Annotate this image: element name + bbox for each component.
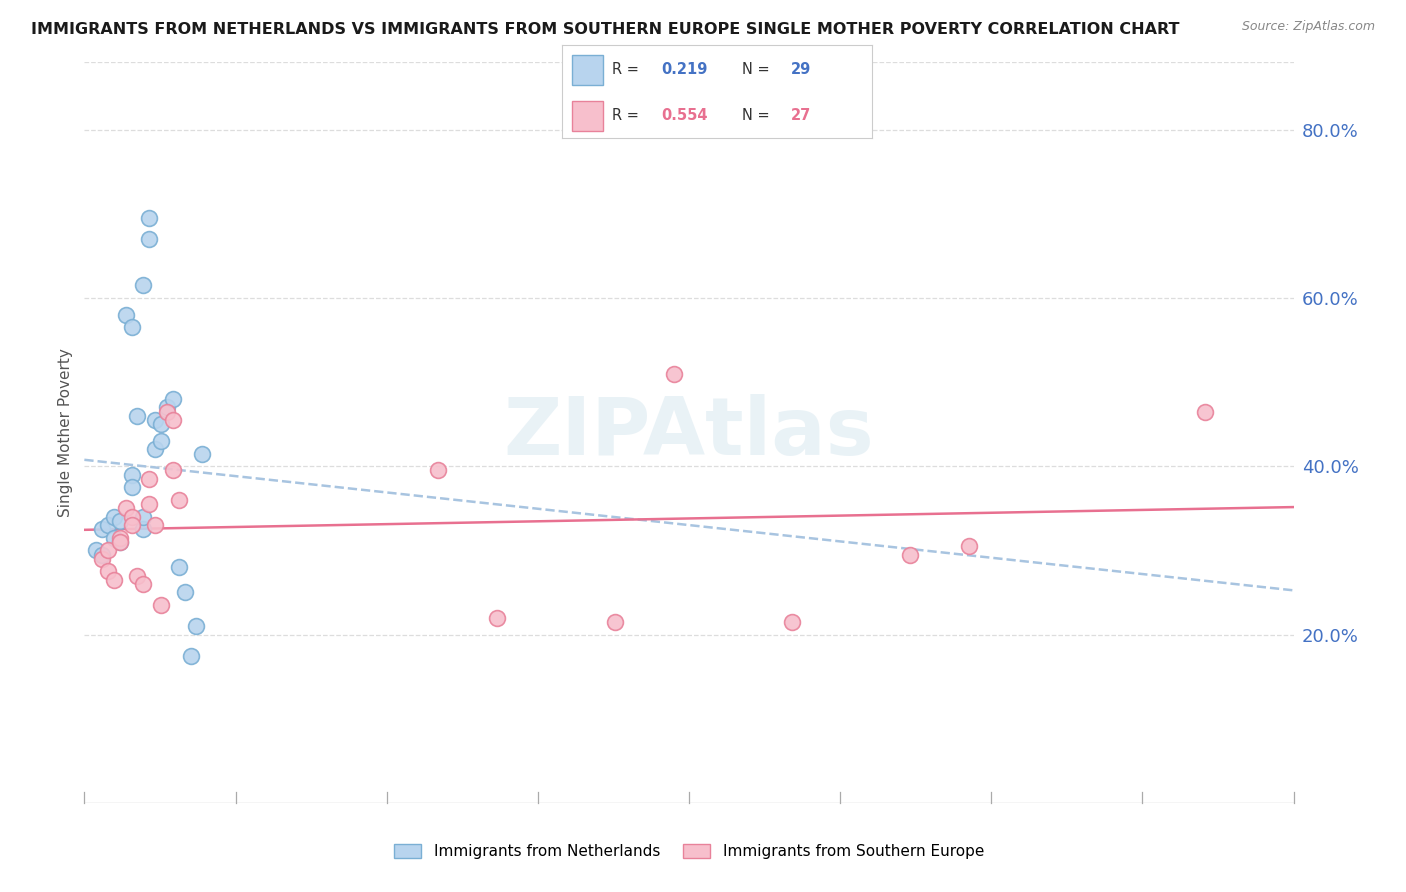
Point (121, 480, 143, 494)
Point (150, 434, 173, 448)
Text: ZIPAtlas: ZIPAtlas (503, 393, 875, 472)
Point (84, 543, 107, 558)
Text: 0.219: 0.219 (661, 62, 707, 78)
Point (780, 615, 803, 629)
Point (143, 413, 166, 427)
Point (180, 648, 202, 663)
Point (605, 615, 627, 629)
Point (97, 565, 120, 579)
Point (156, 401, 179, 415)
Point (138, 497, 160, 511)
Point (91, 551, 114, 566)
Point (132, 577, 155, 591)
FancyBboxPatch shape (572, 55, 603, 85)
Point (108, 535, 131, 549)
Point (1194, 404, 1216, 418)
Legend: Immigrants from Netherlands, Immigrants from Southern Europe: Immigrants from Netherlands, Immigrants … (388, 838, 990, 865)
Point (127, 568, 149, 582)
Text: Source: ZipAtlas.com: Source: ZipAtlas.com (1241, 20, 1375, 33)
Point (957, 539, 980, 553)
Point (167, 560, 190, 574)
Point (167, 492, 190, 507)
Text: R =: R = (612, 108, 638, 123)
Text: N =: N = (742, 108, 769, 123)
Text: 29: 29 (792, 62, 811, 78)
Point (121, 518, 143, 533)
Point (664, 367, 686, 381)
Point (121, 320, 143, 334)
Text: 0.554: 0.554 (661, 108, 707, 123)
Text: N =: N = (742, 62, 769, 78)
Point (127, 409, 149, 423)
Point (121, 467, 143, 482)
Point (143, 518, 166, 533)
Point (103, 531, 125, 545)
Point (108, 535, 131, 549)
Point (114, 308, 136, 322)
Point (186, 619, 208, 633)
Point (162, 413, 184, 427)
Point (150, 598, 173, 612)
Point (91, 548, 114, 562)
Point (132, 509, 155, 524)
Point (138, 232, 160, 246)
Point (108, 514, 131, 528)
Point (162, 463, 184, 477)
Point (156, 404, 179, 418)
Point (121, 509, 143, 524)
Point (114, 501, 136, 516)
Point (898, 548, 921, 562)
Point (138, 211, 160, 225)
Point (97, 543, 120, 558)
Point (91, 522, 114, 536)
Point (486, 610, 509, 624)
FancyBboxPatch shape (572, 101, 603, 131)
Point (173, 585, 195, 599)
Text: IMMIGRANTS FROM NETHERLANDS VS IMMIGRANTS FROM SOUTHERN EUROPE SINGLE MOTHER POV: IMMIGRANTS FROM NETHERLANDS VS IMMIGRANT… (31, 22, 1180, 37)
Point (132, 278, 155, 293)
Point (97, 518, 120, 533)
Point (108, 531, 131, 545)
Text: R =: R = (612, 62, 638, 78)
Point (150, 417, 173, 432)
Point (103, 509, 125, 524)
Point (103, 573, 125, 587)
Point (138, 472, 160, 486)
Point (427, 463, 450, 477)
Y-axis label: Single Mother Poverty: Single Mother Poverty (58, 348, 73, 517)
Point (132, 522, 155, 536)
Text: 27: 27 (792, 108, 811, 123)
Point (143, 442, 166, 457)
Point (191, 447, 214, 461)
Point (162, 392, 184, 406)
